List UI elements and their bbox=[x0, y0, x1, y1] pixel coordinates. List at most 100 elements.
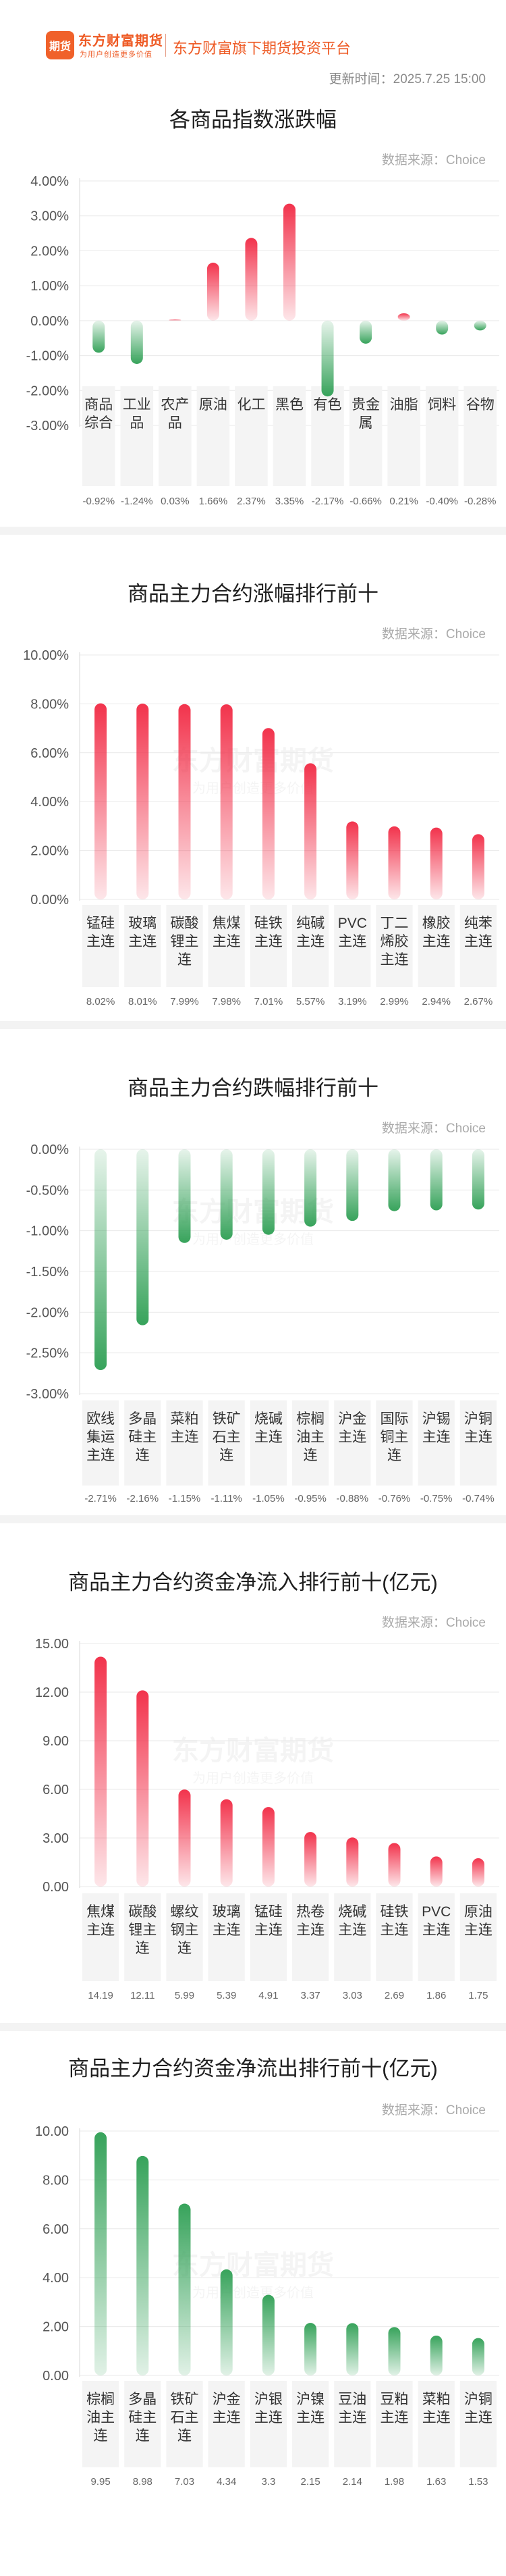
brand-name: 东方财富期货 bbox=[78, 34, 163, 49]
category-label: 铁矿石主连 bbox=[171, 2392, 199, 2444]
value-label: 3.35% bbox=[275, 496, 304, 507]
bar bbox=[220, 2269, 233, 2375]
category-label: 欧线集运主连 bbox=[86, 1411, 115, 1463]
category-label-bg bbox=[250, 1893, 287, 1981]
category-label-bg bbox=[376, 1400, 413, 1486]
chart-section-top-losers: 商品主力合约跌幅排行前十 数据来源：Choice 东方财富期货 为用户创造更多价值… bbox=[0, 1029, 506, 1515]
category-label-bg bbox=[387, 386, 420, 486]
bar bbox=[178, 2203, 191, 2375]
category-label: 棕榈油主连 bbox=[86, 2392, 115, 2444]
category-label: 化工 bbox=[237, 397, 265, 413]
y-tick-label: 2.00% bbox=[30, 844, 69, 859]
bar bbox=[220, 1149, 233, 1240]
y-tick-label: 0.00 bbox=[43, 2369, 69, 2384]
bar bbox=[388, 1149, 401, 1211]
category-label-bg bbox=[124, 905, 161, 987]
value-label: -0.40% bbox=[426, 496, 458, 507]
bar bbox=[220, 704, 233, 899]
value-label: 2.14 bbox=[343, 2476, 362, 2488]
category-label-bg bbox=[418, 1893, 455, 1981]
category-label: 焦煤主连 bbox=[213, 916, 241, 949]
bar bbox=[92, 320, 105, 353]
bar bbox=[472, 1149, 484, 1210]
category-label-bg bbox=[418, 2381, 455, 2467]
value-label: -2.71% bbox=[84, 1493, 117, 1504]
bar bbox=[136, 1149, 149, 1325]
y-tick-label: 2.00 bbox=[43, 2320, 69, 2335]
section-divider bbox=[0, 527, 506, 535]
category-label-bg bbox=[120, 386, 154, 486]
bar bbox=[472, 1858, 484, 1887]
category-label-bg bbox=[292, 1893, 329, 1981]
category-label-bg bbox=[425, 386, 459, 486]
y-tick-label: 0.00% bbox=[30, 1142, 69, 1157]
y-tick-label: 8.00 bbox=[43, 2173, 69, 2188]
y-tick-label: 0.00% bbox=[30, 893, 69, 908]
y-tick-label: -3.00% bbox=[26, 1387, 69, 1402]
category-label: 硅铁主连 bbox=[254, 916, 283, 949]
category-label: PVC 主连 bbox=[338, 916, 367, 949]
category-label: 原油主连 bbox=[464, 1904, 493, 1938]
category-label-bg bbox=[166, 1893, 203, 1981]
category-label: 豆油主连 bbox=[338, 2392, 366, 2425]
value-label: 5.57% bbox=[296, 996, 325, 1007]
value-label: 7.03 bbox=[175, 2476, 194, 2488]
value-label: 2.67% bbox=[464, 996, 493, 1007]
y-tick-label: -3.00% bbox=[26, 419, 69, 433]
value-label: 5.99 bbox=[175, 1990, 194, 2001]
value-label: 8.98 bbox=[133, 2476, 152, 2488]
value-label: -0.75% bbox=[420, 1493, 453, 1504]
category-label-bg bbox=[250, 905, 287, 987]
chart-section-index-change: 各商品指数涨跌幅 数据来源：Choice 4.00% 3.00% 2.00% 1.00… bbox=[0, 95, 506, 527]
value-label: 1.66% bbox=[199, 496, 228, 507]
category-label-bg bbox=[334, 905, 371, 987]
bar bbox=[94, 2132, 107, 2375]
y-tick-label: 10.00 bbox=[35, 2124, 69, 2139]
value-label: 12.11 bbox=[130, 1990, 154, 2001]
value-label: 7.99% bbox=[170, 996, 199, 1007]
category-label-bg bbox=[292, 905, 329, 987]
category-label-bg bbox=[82, 905, 119, 987]
value-label: 0.21% bbox=[389, 496, 418, 507]
bar bbox=[388, 1843, 401, 1887]
category-label-bg bbox=[82, 1893, 119, 1981]
category-label: 油脂 bbox=[390, 397, 418, 413]
value-label: -1.05% bbox=[252, 1493, 285, 1504]
category-label-bg bbox=[273, 386, 306, 486]
category-label: 热卷主连 bbox=[296, 1904, 325, 1938]
y-tick-label: -2.00% bbox=[26, 384, 69, 398]
data-source: 数据来源：Choice bbox=[381, 2103, 486, 2118]
category-label-bg bbox=[235, 386, 268, 486]
bar bbox=[245, 238, 258, 321]
chart-section-net-inflow: 商品主力合约资金净流入排行前十(亿元) 数据来源：Choice 东方财富期货 为用… bbox=[0, 1523, 506, 2023]
platform-title: 东方财富旗下期货投资平台 bbox=[173, 40, 352, 57]
bar bbox=[346, 1837, 359, 1887]
category-label: 有色 bbox=[314, 397, 342, 413]
category-label-bg bbox=[250, 2381, 287, 2467]
y-tick-label: 2.00% bbox=[30, 244, 69, 259]
y-tick-label: 8.00% bbox=[30, 697, 69, 712]
bar bbox=[321, 320, 334, 397]
bar bbox=[262, 728, 275, 899]
chart-title: 各商品指数涨跌幅 bbox=[169, 108, 337, 132]
category-label-bg bbox=[166, 905, 203, 987]
y-tick-label: 12.00 bbox=[35, 1685, 69, 1700]
category-label-bg bbox=[124, 1400, 161, 1486]
y-tick-label: 0.00 bbox=[43, 1880, 69, 1895]
category-label-bg bbox=[459, 2381, 497, 2467]
category-label: 沪镍主连 bbox=[296, 2392, 325, 2425]
category-label: 菜粕主连 bbox=[171, 1411, 199, 1445]
y-tick-label: 4.00% bbox=[30, 795, 69, 810]
chart-svg: 东方财富期货为用户创造更多价值0.00%-0.50%-1.00%-1.50%-2… bbox=[26, 1142, 499, 1504]
y-tick-label: 1.00% bbox=[30, 279, 69, 294]
chart-section-top-gainers: 商品主力合约涨幅排行前十 数据来源：Choice 东方财富期货 为用户创造更多价值… bbox=[0, 535, 506, 1021]
category-label: 原油 bbox=[199, 397, 227, 413]
section-divider bbox=[0, 1021, 506, 1029]
category-label: 纯碱主连 bbox=[296, 916, 325, 949]
category-label: 烧碱主连 bbox=[254, 1411, 283, 1445]
y-tick-label: 3.00% bbox=[30, 209, 69, 224]
category-label-bg bbox=[159, 386, 192, 486]
value-label: 4.34 bbox=[217, 2476, 236, 2488]
category-label-bg bbox=[349, 386, 383, 486]
